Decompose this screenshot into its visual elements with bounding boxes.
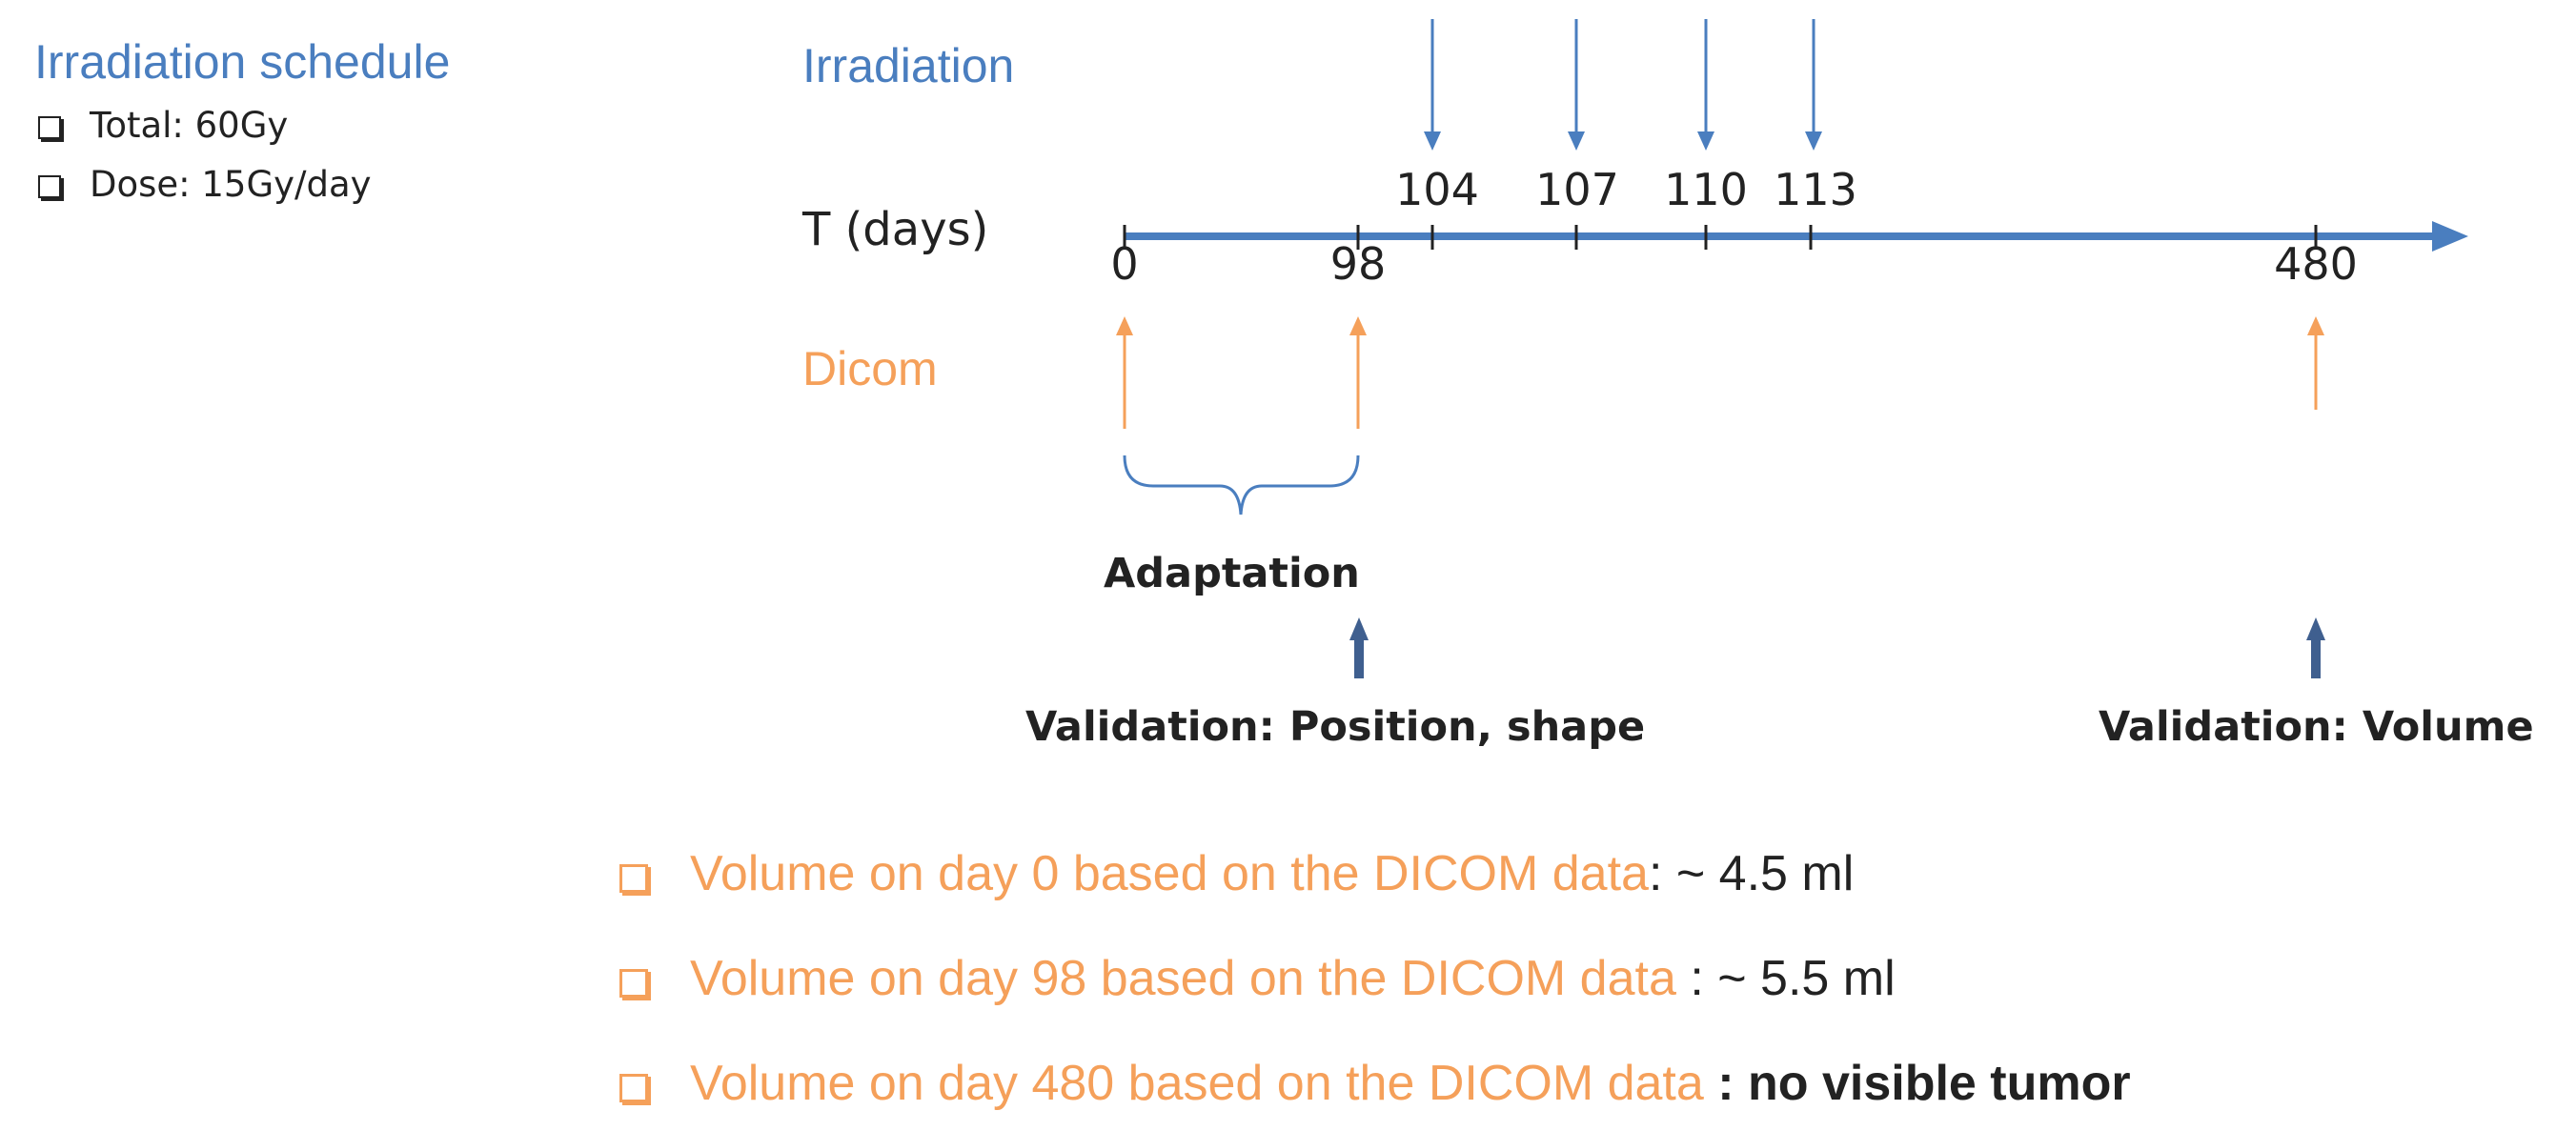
volume-bullet-text: Volume on day 480 based on the DICOM dat…	[690, 1056, 1718, 1111]
schedule-title: Irradiation schedule	[34, 35, 451, 89]
time-axis-arrowhead	[2432, 221, 2468, 252]
irradiation-day-label: 104	[1395, 164, 1479, 215]
validation-arrowhead	[2306, 617, 2325, 640]
irradiation-arrowhead	[1424, 131, 1441, 151]
schedule-item-label: Dose: 15Gy/day	[90, 164, 372, 205]
irradiation-arrowhead	[1568, 131, 1585, 151]
dicom-day-label: 98	[1329, 238, 1387, 290]
validation-arrow-shaft	[1354, 638, 1364, 678]
volume-bullet-value: : no visible tumor	[1717, 1056, 2131, 1111]
irradiation-day-label: 113	[1774, 164, 1857, 215]
dicom-arrowhead	[2307, 316, 2324, 335]
irradiation-label: Irradiation	[802, 39, 1015, 92]
checkbox-icon	[619, 864, 648, 893]
irradiation-arrowhead	[1805, 131, 1822, 151]
schedule-item: Total: 60Gy	[38, 105, 288, 146]
volume-bullet: Volume on day 0 based on the DICOM data:…	[619, 845, 1854, 902]
checkbox-icon	[38, 116, 61, 139]
dicom-day-label: 480	[2274, 238, 2358, 290]
volume-bullet: Volume on day 480 based on the DICOM dat…	[619, 1055, 2131, 1112]
dicom-arrowhead	[1349, 316, 1367, 335]
checkbox-icon	[38, 175, 61, 198]
irradiation-day-label: 110	[1664, 164, 1748, 215]
validation-volume-label: Validation: Volume	[2099, 703, 2534, 751]
axis-label: T (days)	[802, 203, 989, 256]
volume-bullet-value: : ~ 5.5 ml	[1690, 951, 1896, 1006]
schedule-item-label: Total: 60Gy	[90, 105, 289, 146]
adaptation-brace	[1123, 454, 1360, 515]
validation-arrowhead	[1349, 617, 1369, 640]
validation-arrows	[1349, 617, 2325, 678]
dicom-arrowhead	[1116, 316, 1133, 335]
validation-arrow-shaft	[2311, 638, 2321, 678]
irradiation-arrowhead	[1697, 131, 1714, 151]
checkbox-icon	[619, 1074, 648, 1102]
volume-bullet-value: : ~ 4.5 ml	[1648, 846, 1855, 901]
volume-bullet-text: Volume on day 98 based on the DICOM data	[690, 951, 1691, 1006]
irradiation-day-label: 107	[1535, 164, 1619, 215]
volume-bullet-text: Volume on day 0 based on the DICOM data	[690, 846, 1649, 901]
dicom-day-label: 0	[1110, 238, 1139, 290]
dicom-label: Dicom	[802, 342, 938, 395]
schedule-item: Dose: 15Gy/day	[38, 164, 372, 205]
adaptation-label: Adaptation	[1104, 550, 1360, 597]
checkbox-icon	[619, 969, 648, 998]
volume-bullet: Volume on day 98 based on the DICOM data…	[619, 950, 1896, 1007]
validation-position-shape-label: Validation: Position, shape	[1025, 703, 1646, 751]
dicom-arrows	[1116, 316, 2324, 429]
irradiation-arrows	[1424, 19, 1822, 151]
